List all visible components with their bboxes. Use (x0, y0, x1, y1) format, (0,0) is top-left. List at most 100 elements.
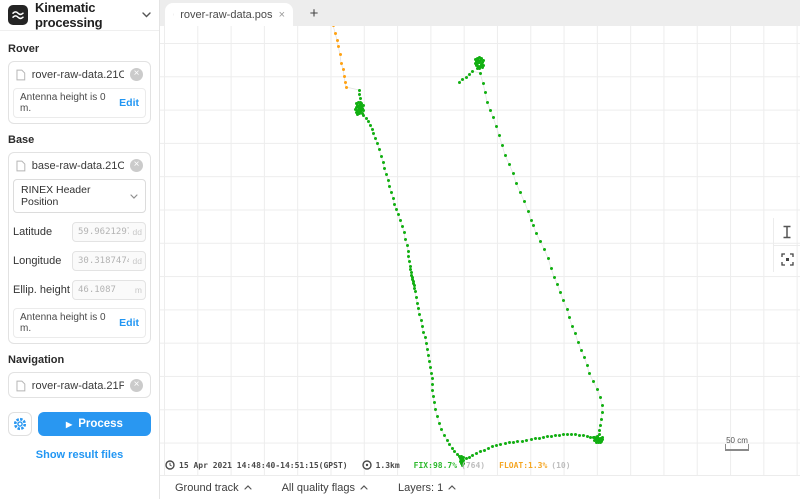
track-dot (445, 438, 449, 442)
file-icon (173, 13, 175, 16)
chevron-down-icon (130, 193, 138, 199)
track-dot (396, 212, 400, 216)
scale-bar: 50 cm (723, 436, 751, 451)
workflow-selector[interactable]: Kinematic processing (0, 0, 159, 31)
base-position-mode-select[interactable]: RINEX Header Position (13, 179, 146, 213)
track-dot (565, 432, 569, 436)
track-dot (419, 318, 423, 322)
base-antenna-row: Antenna height is 0 m. Edit (13, 308, 146, 338)
rover-antenna-edit-link[interactable]: Edit (119, 97, 139, 109)
track-dot (439, 427, 443, 431)
layers-dropdown[interactable]: Layers: 1 (398, 482, 456, 494)
remove-navigation-file-icon[interactable]: × (130, 379, 143, 392)
navigation-card: rover-raw-data.21P × (8, 372, 151, 398)
track-dot (592, 438, 596, 442)
track-dot (565, 307, 569, 311)
track-dot (370, 127, 374, 131)
track-dot (474, 59, 478, 63)
track-dot (600, 403, 604, 407)
track-dot (581, 433, 585, 437)
fit-to-view-button[interactable] (773, 245, 800, 272)
show-result-files-link[interactable]: Show result files (35, 449, 124, 461)
track-dot (485, 100, 489, 104)
track-dot (338, 52, 342, 56)
track-dot (597, 438, 601, 442)
measure-tool-button[interactable] (774, 218, 800, 245)
track-dot (534, 231, 538, 235)
track-dot (561, 432, 565, 436)
track-dot (483, 90, 487, 94)
process-button[interactable]: ▶ Process (38, 412, 151, 436)
remove-base-file-icon[interactable]: × (130, 159, 143, 172)
track-dot (478, 71, 482, 75)
track-dot (460, 77, 464, 81)
base-file-chip: base-raw-data.21O × (9, 153, 150, 177)
process-button-label: Process (78, 418, 123, 430)
track-dot (457, 454, 461, 458)
track-dot (409, 270, 413, 274)
track-dot (412, 286, 416, 290)
track-dot (361, 108, 365, 112)
sidebar: Kinematic processing Rover rover-raw-dat… (0, 0, 160, 499)
fix-count-text: (764) (461, 460, 486, 470)
track-dot (459, 461, 463, 465)
clock-icon (165, 460, 175, 470)
app-logo-icon (8, 5, 28, 25)
measure-tool-icon (783, 225, 791, 238)
track-dot (482, 448, 486, 452)
ground-track-dropdown[interactable]: Ground track (175, 482, 252, 494)
track-dot (403, 237, 407, 241)
close-tab-icon[interactable]: × (278, 8, 285, 21)
track-dot (474, 63, 478, 67)
track-dot (497, 133, 501, 137)
ground-track-plot[interactable]: 15 Apr 2021 14:48:40-14:51:15(GPST) 1.3k… (160, 26, 800, 475)
track-dot (475, 66, 479, 70)
track-dot (461, 458, 465, 462)
track-dot (457, 80, 461, 84)
track-dot (368, 123, 372, 127)
fix-stat-text: FIX:98.7% (413, 460, 458, 470)
track-dot (480, 65, 484, 69)
track-dot (591, 379, 595, 383)
quality-flags-dropdown[interactable]: All quality flags (282, 482, 368, 494)
track-dot (354, 110, 358, 114)
track-dot (592, 435, 596, 439)
new-tab-button[interactable]: + (309, 4, 319, 22)
track-dot (356, 105, 360, 109)
track-dot (360, 106, 364, 110)
track-dot (594, 440, 598, 444)
track-dot (377, 147, 381, 151)
navigation-section-label: Navigation (8, 354, 65, 366)
tab-rover-raw-data-pos[interactable]: rover-raw-data.pos × (165, 3, 293, 26)
settings-button[interactable] (8, 412, 32, 436)
track-dot (546, 256, 550, 260)
rover-file-chip: rover-raw-data.21O × (9, 62, 150, 86)
latitude-label: Latitude (13, 225, 53, 238)
track-dot (359, 101, 363, 105)
remove-rover-file-icon[interactable]: × (130, 68, 143, 81)
track-dot (357, 107, 361, 111)
track-dot (479, 56, 483, 60)
longitude-input[interactable] (72, 251, 146, 271)
track-dot (357, 111, 361, 115)
track-dot (507, 440, 511, 444)
track-dot (600, 437, 604, 441)
workflow-title: Kinematic processing (35, 0, 103, 30)
latitude-input[interactable] (72, 222, 146, 242)
track-dot (423, 335, 427, 339)
distance-text: 1.3km (375, 460, 400, 470)
track-dot (503, 153, 507, 157)
track-dot (486, 446, 490, 450)
longitude-field-row: Longitude dd (13, 250, 146, 271)
ellip-height-input[interactable] (72, 280, 146, 300)
track-dot (424, 341, 428, 345)
track-dot (357, 92, 361, 96)
track-dot (479, 62, 483, 66)
base-antenna-edit-link[interactable]: Edit (119, 317, 139, 329)
fit-to-view-icon (780, 252, 794, 266)
track-dot (549, 266, 553, 270)
base-card: base-raw-data.21O × RINEX Header Positio… (8, 152, 151, 344)
track-dot (381, 160, 385, 164)
track-dot (542, 247, 546, 251)
